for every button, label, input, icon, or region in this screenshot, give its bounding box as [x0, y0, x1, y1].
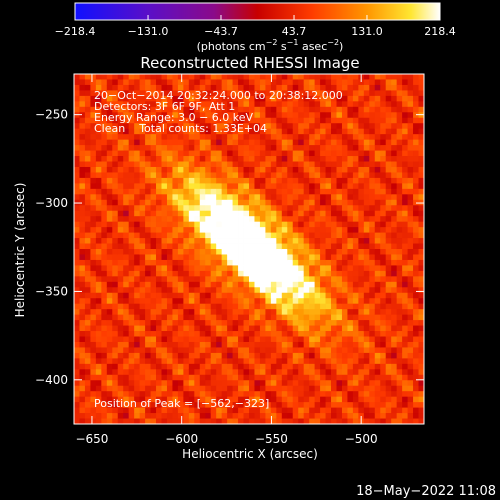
y-axis-label: Heliocentric Y (arcsec)	[13, 183, 27, 318]
unit-main: (photons cm	[197, 40, 266, 53]
plot-frame	[73, 73, 425, 425]
colorbar-ticks: −218.4 −131.0 −43.7 43.7 131.0 218.4	[55, 15, 456, 38]
chart-title: Reconstructed RHESSI Image	[140, 54, 359, 72]
footer-timestamp: 18−May−2022 11:08	[356, 484, 496, 499]
y-tick-label: −400	[35, 373, 68, 387]
y-tick-label: −300	[35, 196, 68, 210]
axis-ticks: −650 −600 −550 −500 −250 −300 −350 −400	[35, 74, 424, 446]
annotation-energy: Energy Range: 3.0 − 6.0 keV	[94, 111, 254, 124]
colorbar-tick-label: −43.7	[204, 25, 238, 38]
annotation-clean: Clean Total counts: 1.33E+04	[94, 122, 267, 135]
y-tick-label: −250	[35, 108, 68, 122]
colorbar-tick-label: 218.4	[424, 25, 456, 38]
colorbar-tick-label: −131.0	[128, 25, 169, 38]
x-tick-label: −600	[165, 432, 198, 446]
x-tick-label: −500	[345, 432, 378, 446]
unit-exp1: −2	[266, 38, 278, 47]
y-tick-label: −350	[35, 284, 68, 298]
peak-position-label: Position of Peak = [−562,−323]	[94, 397, 269, 410]
x-tick-label: −650	[75, 432, 108, 446]
unit-mid1: s	[277, 40, 286, 53]
heatmap-image	[74, 74, 424, 424]
annotation-detectors: Detectors: 3F 6F 9F, Att 1	[94, 100, 235, 113]
x-tick-label: −550	[255, 432, 288, 446]
colorbar-tick-label: 131.0	[351, 25, 383, 38]
annotation-time: 20−Oct−2014 20:32:24.000 to 20:38:12.000	[94, 89, 343, 102]
unit-end: )	[339, 40, 343, 53]
colorbar	[74, 2, 441, 21]
x-axis-label: Heliocentric X (arcsec)	[182, 447, 318, 461]
unit-exp3: −2	[327, 38, 339, 47]
unit-mid2: asec	[298, 40, 327, 53]
annotation-block: 20−Oct−2014 20:32:24.000 to 20:38:12.000…	[94, 89, 343, 135]
colorbar-unit-label: (photons cm−2 s−1 asec−2)	[197, 38, 344, 53]
colorbar-tick-label: 43.7	[282, 25, 307, 38]
colorbar-tick-label: −218.4	[55, 25, 96, 38]
unit-exp2: −1	[287, 38, 299, 47]
